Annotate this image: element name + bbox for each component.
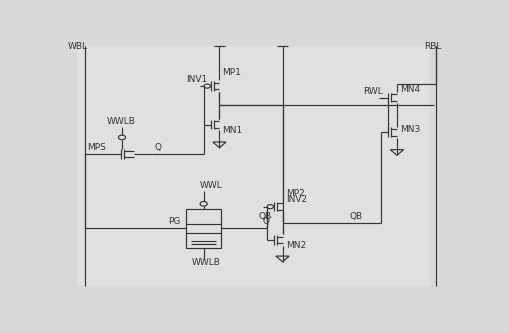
Text: WWLB: WWLB [192, 258, 221, 267]
Text: Q: Q [154, 143, 161, 152]
Text: WWL: WWL [200, 181, 222, 190]
Text: QB: QB [259, 212, 272, 221]
Text: WBL: WBL [68, 43, 88, 52]
Text: PG: PG [168, 217, 181, 226]
Text: Q`: Q` [263, 217, 274, 226]
Text: MN3: MN3 [400, 125, 420, 134]
Text: MN4: MN4 [400, 85, 420, 94]
Text: INV2: INV2 [286, 195, 307, 204]
Text: MN2: MN2 [286, 241, 306, 250]
Text: MP1: MP1 [222, 68, 241, 77]
Bar [186, 209, 221, 248]
Text: RWL: RWL [363, 87, 383, 96]
Text: INV1: INV1 [186, 75, 207, 84]
Text: MP2: MP2 [286, 189, 304, 198]
Text: RBL: RBL [425, 43, 442, 52]
Text: QB: QB [350, 212, 363, 221]
Text: WWLB: WWLB [107, 117, 136, 126]
Text: MPS: MPS [88, 143, 106, 152]
Text: MN1: MN1 [222, 126, 243, 135]
Bar [77, 46, 431, 286]
